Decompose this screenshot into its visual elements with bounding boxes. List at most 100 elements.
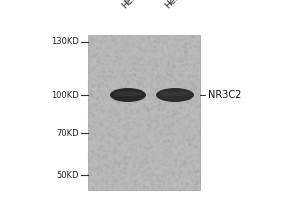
Point — [128, 157, 133, 160]
Point — [154, 57, 159, 60]
Point — [157, 75, 161, 78]
Point — [144, 152, 149, 155]
Point — [123, 109, 128, 113]
Point — [122, 115, 127, 118]
Point — [95, 89, 100, 92]
Point — [157, 80, 162, 83]
Point — [151, 80, 156, 83]
Point — [133, 100, 138, 104]
Point — [153, 93, 158, 96]
Point — [191, 165, 196, 168]
Point — [190, 136, 195, 139]
Point — [116, 155, 121, 158]
Point — [161, 140, 166, 143]
Point — [119, 74, 124, 77]
Point — [124, 142, 128, 146]
Point — [183, 89, 188, 93]
Point — [149, 102, 154, 105]
Point — [134, 57, 139, 60]
Point — [168, 79, 172, 82]
Point — [95, 167, 100, 171]
Point — [124, 70, 129, 73]
Point — [156, 114, 161, 117]
Point — [117, 152, 122, 155]
Point — [143, 159, 148, 162]
Point — [131, 100, 136, 103]
Point — [195, 98, 200, 101]
Point — [174, 50, 179, 53]
Point — [131, 161, 136, 164]
Point — [188, 95, 193, 98]
Point — [134, 75, 139, 78]
Point — [194, 40, 199, 44]
Point — [103, 154, 108, 158]
Point — [152, 115, 157, 118]
Point — [192, 186, 197, 189]
Point — [91, 120, 96, 123]
Point — [103, 133, 108, 136]
Point — [175, 113, 180, 116]
Point — [136, 99, 141, 102]
Point — [180, 64, 185, 67]
Point — [179, 126, 184, 129]
Point — [127, 167, 131, 170]
Point — [114, 182, 119, 186]
Point — [95, 132, 100, 135]
Point — [134, 35, 138, 38]
Point — [182, 45, 187, 48]
Point — [177, 169, 182, 172]
Point — [162, 49, 167, 52]
Point — [91, 68, 96, 71]
Point — [190, 117, 195, 120]
Point — [107, 126, 112, 129]
Point — [148, 143, 153, 146]
Point — [130, 145, 134, 148]
Point — [101, 77, 106, 81]
Point — [166, 54, 170, 57]
Point — [153, 132, 158, 135]
Point — [109, 54, 114, 57]
Point — [159, 122, 164, 125]
Point — [168, 167, 173, 170]
Point — [186, 59, 191, 62]
Point — [178, 103, 183, 107]
Point — [155, 172, 160, 175]
Point — [119, 95, 124, 98]
Point — [151, 61, 156, 65]
Point — [103, 141, 108, 144]
Point — [131, 173, 136, 176]
Point — [100, 149, 105, 152]
Point — [139, 45, 144, 48]
Point — [155, 41, 160, 44]
Point — [196, 41, 200, 44]
Point — [137, 132, 142, 136]
Point — [159, 133, 164, 136]
Point — [154, 179, 159, 183]
Point — [106, 115, 111, 118]
Point — [158, 85, 163, 88]
Point — [185, 120, 190, 123]
Point — [99, 97, 104, 100]
Point — [101, 109, 106, 112]
Point — [178, 60, 183, 64]
Point — [146, 108, 150, 111]
Point — [130, 97, 135, 100]
Point — [103, 145, 108, 149]
Point — [107, 75, 112, 78]
Point — [189, 161, 194, 164]
Point — [161, 68, 166, 71]
Point — [107, 132, 112, 135]
Point — [99, 168, 103, 171]
Point — [156, 93, 161, 96]
Point — [91, 90, 96, 93]
Point — [139, 146, 144, 149]
Point — [176, 59, 180, 62]
Point — [144, 179, 148, 182]
Point — [118, 182, 123, 185]
Point — [187, 75, 191, 78]
Point — [158, 132, 163, 135]
Point — [137, 57, 142, 60]
Point — [148, 84, 152, 87]
Point — [178, 82, 183, 85]
Point — [129, 112, 134, 115]
